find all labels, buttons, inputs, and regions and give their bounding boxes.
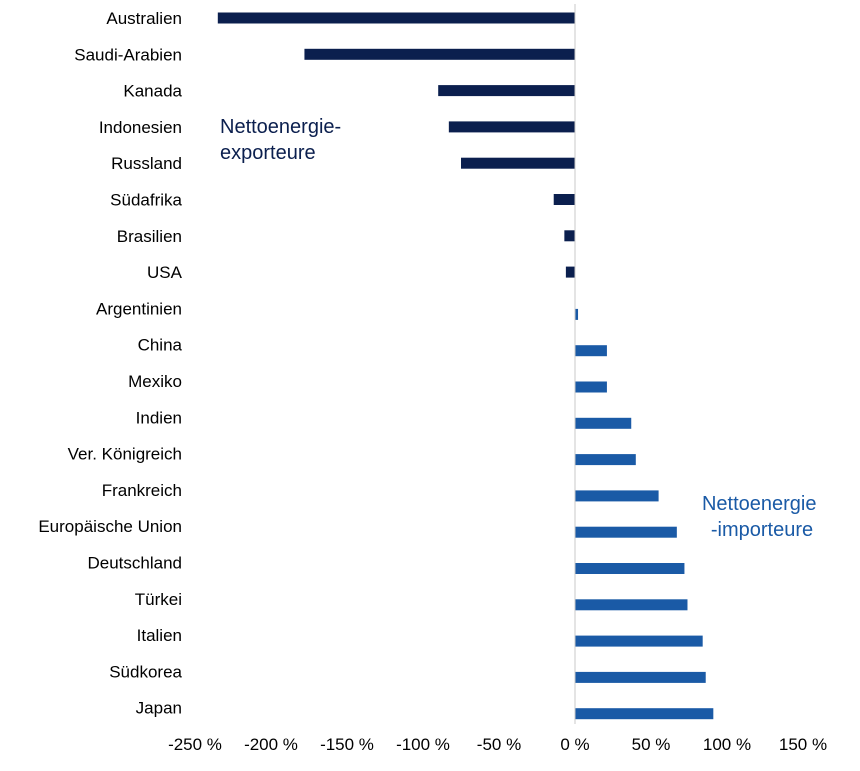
- bar: [217, 12, 576, 24]
- exporters-annotation: Nettoenergie- exporteure: [220, 116, 347, 164]
- category-label: Indien: [136, 408, 182, 427]
- category-label: Deutschland: [87, 554, 182, 573]
- category-label: China: [138, 336, 183, 355]
- bar: [575, 381, 607, 393]
- category-label: Kanada: [123, 82, 182, 101]
- category-label: Südafrika: [110, 191, 182, 210]
- category-label: Australien: [106, 9, 182, 28]
- bar: [575, 454, 636, 466]
- exporters-annotation-line-2: exporteure: [220, 142, 316, 164]
- category-label: Saudi-Arabien: [74, 45, 182, 64]
- category-label: Argentinien: [96, 299, 182, 318]
- category-label: Südkorea: [109, 662, 182, 681]
- bar: [575, 708, 714, 720]
- bars: [217, 12, 714, 720]
- exporters-annotation-line-1: Nettoenergie-: [220, 116, 341, 138]
- category-label: Indonesien: [99, 118, 182, 137]
- category-labels: Australien Saudi-Arabien Kanada Indonesien R…: [38, 9, 182, 718]
- x-tick-label: -50 %: [477, 735, 521, 754]
- bar: [575, 308, 579, 320]
- bar: [438, 85, 575, 97]
- category-label: Europäische Union: [38, 517, 182, 536]
- category-label: Russland: [111, 154, 182, 173]
- x-tick-label: 0 %: [560, 735, 589, 754]
- category-label: Frankreich: [102, 481, 182, 500]
- importers-annotation: Nettoenergie -importeure: [702, 493, 822, 541]
- x-tick-label: -250 %: [168, 735, 222, 754]
- bar: [575, 417, 632, 429]
- bar: [448, 121, 575, 133]
- bar: [564, 230, 575, 242]
- bar: [565, 266, 575, 278]
- category-label: Mexiko: [128, 372, 182, 391]
- bar: [575, 526, 677, 538]
- importers-annotation-line-2: -importeure: [711, 519, 813, 541]
- bar: [575, 563, 685, 574]
- x-tick-label: -100 %: [396, 735, 450, 754]
- bar: [304, 48, 575, 60]
- bar: [575, 599, 688, 611]
- category-label: Italien: [137, 626, 182, 645]
- category-label: Türkei: [135, 590, 182, 609]
- category-label: USA: [147, 263, 183, 282]
- bar: [575, 671, 706, 683]
- x-tick-label: 50 %: [632, 735, 671, 754]
- x-tick-label: 100 %: [703, 735, 751, 754]
- bar: [461, 157, 575, 169]
- bar: [575, 635, 703, 647]
- x-tick-label: -150 %: [320, 735, 374, 754]
- category-label: Japan: [136, 699, 182, 718]
- x-tick-label: -200 %: [244, 735, 298, 754]
- bar: [553, 194, 575, 205]
- x-tick-labels: -250 % -200 % -150 % -100 % -50 % 0 % 50 % 100 …: [168, 735, 827, 754]
- bar: [575, 490, 659, 502]
- category-label: Ver. Königreich: [68, 445, 182, 464]
- category-label: Brasilien: [117, 227, 182, 246]
- x-tick-label: 150 %: [779, 735, 827, 754]
- bar: [575, 345, 607, 357]
- importers-annotation-line-1: Nettoenergie: [702, 493, 817, 515]
